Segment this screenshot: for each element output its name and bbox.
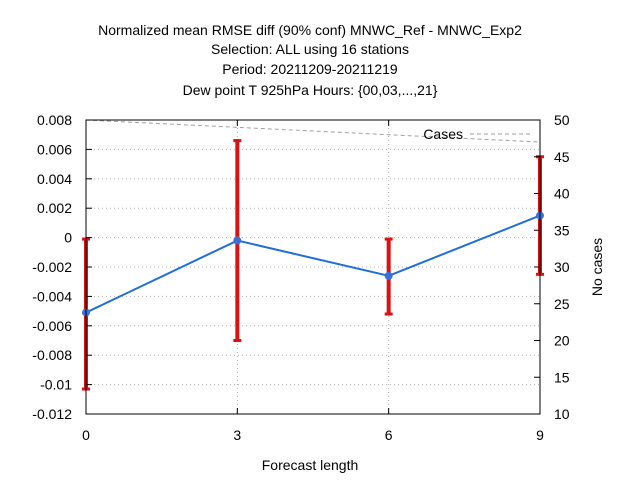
y2-tick-label: 25: [554, 296, 570, 312]
x-tick-label: 3: [233, 427, 241, 443]
data-point: [233, 236, 242, 245]
y-tick-label: -0.01: [40, 377, 72, 393]
x-tick-label: 0: [82, 427, 90, 443]
y-axis-ticks: -0.012 -0.01 -0.008 -0.006 -0.004 -0.002 0 0.00…: [32, 112, 92, 422]
y2-tick-label: 35: [554, 222, 570, 238]
y2-tick-label: 15: [554, 369, 570, 385]
chart-title: Normalized mean RMSE diff (90% conf) MNW…: [98, 22, 522, 98]
title-line-2: Selection: ALL using 16 stations: [211, 41, 409, 57]
y2-tick-label: 10: [554, 406, 570, 422]
y2-axis-ticks: 10 15 20 25 30 35 40 45 50: [534, 112, 570, 422]
title-line-3: Period: 20211209-20211219: [222, 61, 398, 77]
y-tick-label: -0.004: [32, 288, 72, 304]
title-line-4: Dew point T 925hPa Hours: {00,03,...,21}: [183, 82, 438, 98]
rmse-diff-series: [82, 139, 544, 391]
plot-frame: [85, 119, 541, 415]
y-tick-label: 0.008: [37, 112, 72, 128]
grid-lines: [86, 120, 540, 414]
x-tick-label: 6: [385, 427, 393, 443]
y-tick-label: 0: [64, 230, 72, 246]
y-tick-label: -0.006: [32, 318, 72, 334]
x-tick-label: 9: [536, 427, 544, 443]
x-axis-label: Forecast length: [262, 457, 359, 473]
y2-tick-label: 50: [554, 112, 570, 128]
data-point: [384, 271, 393, 280]
legend-label-cases: Cases: [423, 126, 463, 142]
y-tick-label: -0.008: [32, 347, 72, 363]
y2-tick-label: 45: [554, 149, 570, 165]
rmse-diff-line: [85, 214, 541, 314]
y-tick-label: -0.012: [32, 406, 72, 422]
y2-axis-label: No cases: [589, 238, 605, 296]
y-tick-label: 0.004: [37, 171, 72, 187]
y-tick-label: -0.002: [32, 259, 72, 275]
y2-tick-label: 20: [554, 333, 570, 349]
y-tick-label: 0.006: [37, 141, 72, 157]
y2-tick-label: 40: [554, 186, 570, 202]
y2-tick-label: 30: [554, 259, 570, 275]
cases-series: [85, 119, 541, 143]
title-line-1: Normalized mean RMSE diff (90% conf) MNW…: [98, 22, 522, 38]
y-tick-label: 0.002: [37, 200, 72, 216]
cases-line: [85, 119, 541, 143]
